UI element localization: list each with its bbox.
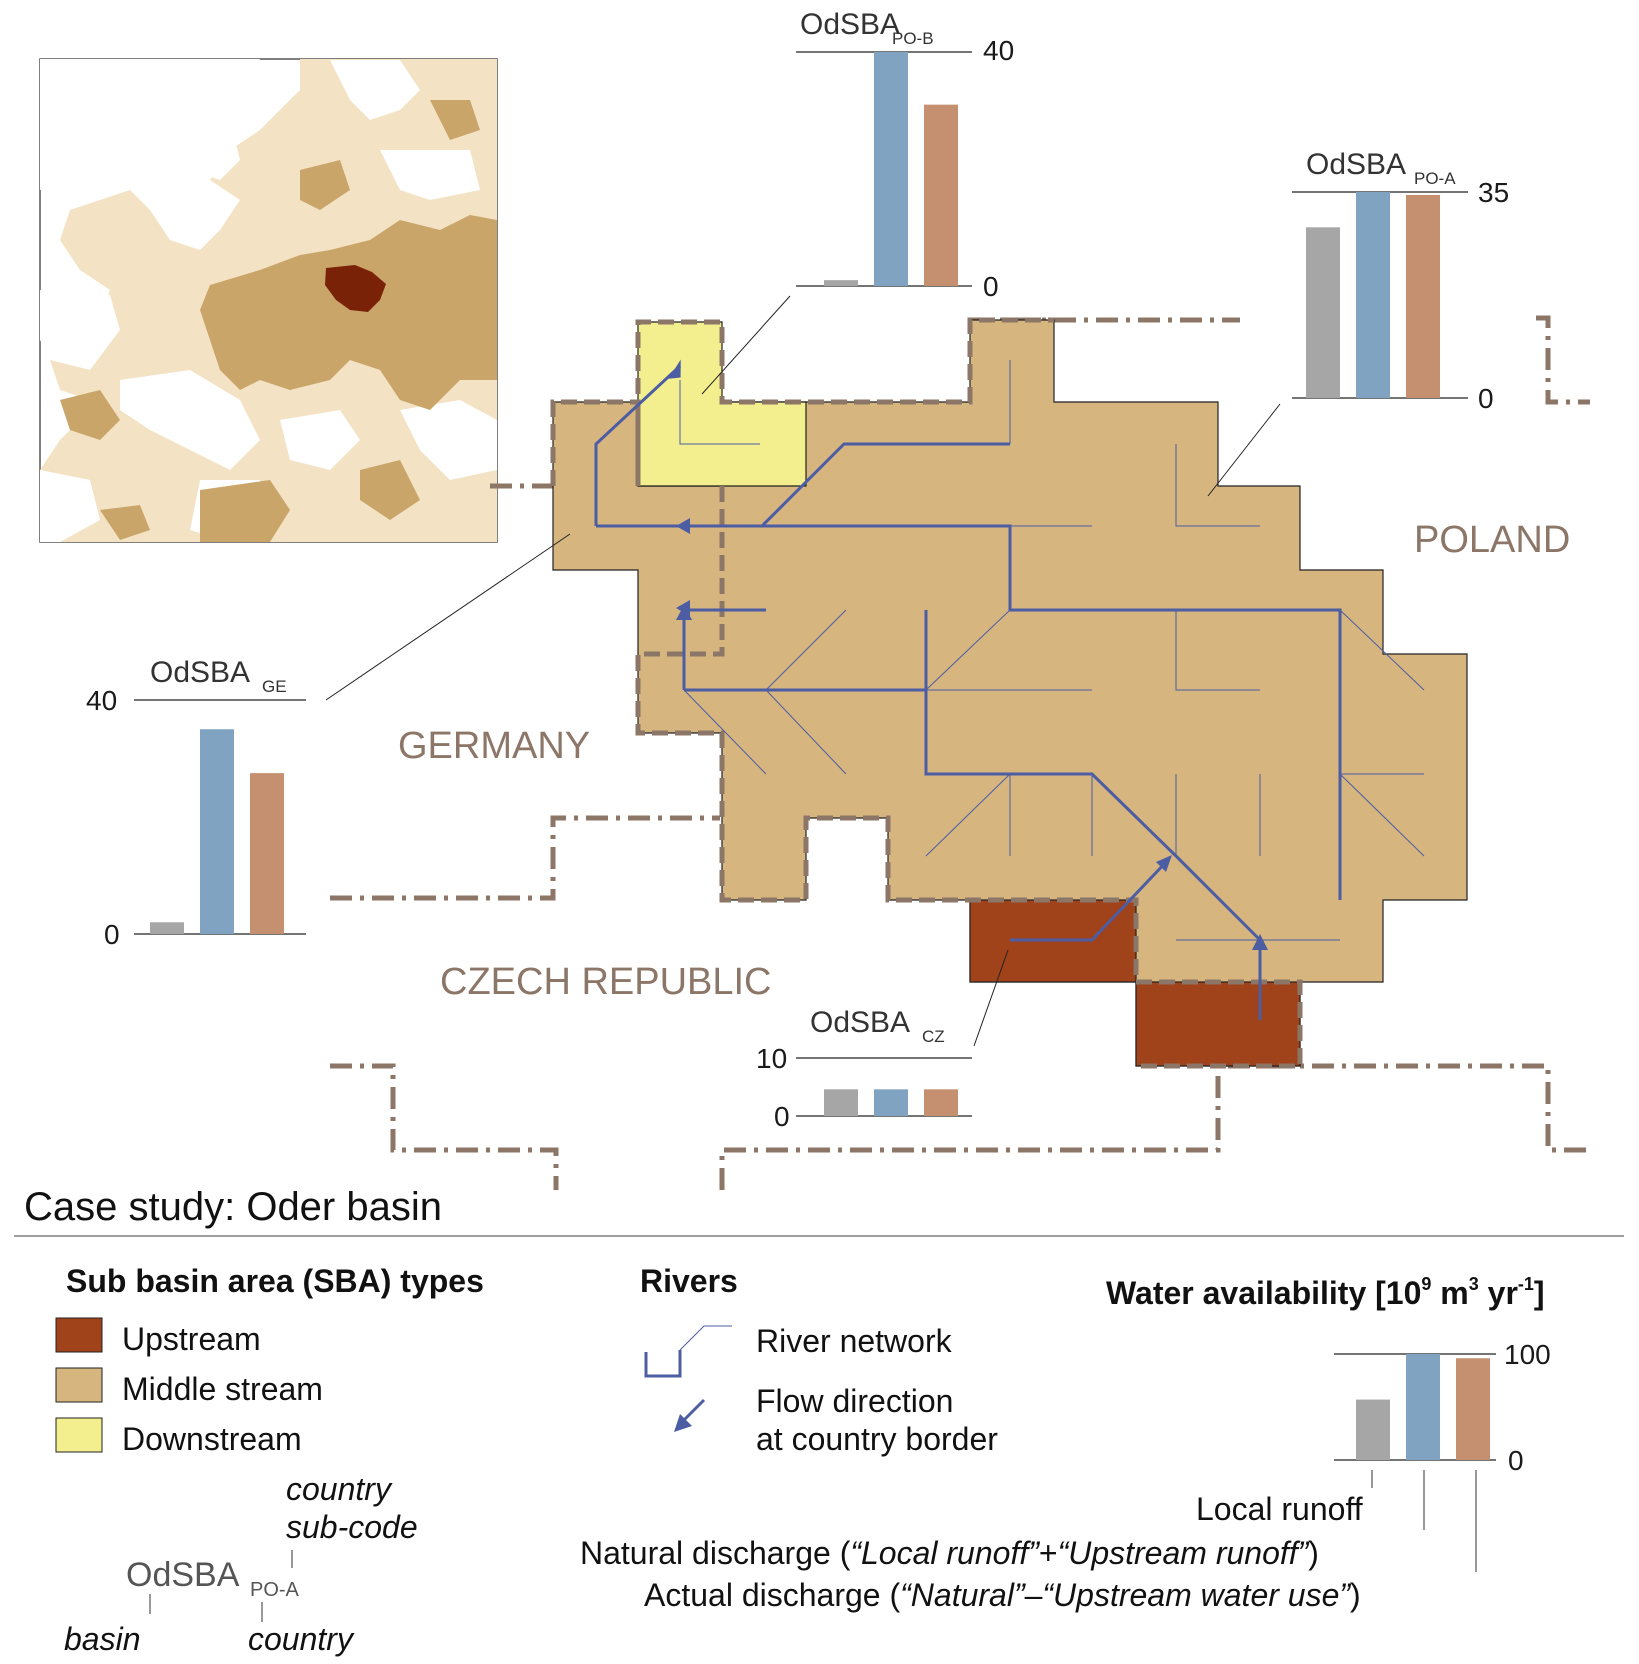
chart-tick-bottom: 0 [774, 1101, 790, 1132]
chart-title-sub: PO-A [1414, 169, 1456, 188]
chart-tick-top: 40 [86, 685, 117, 716]
label-czech-republic: CZECH REPUBLIC [440, 961, 772, 1003]
bar-local-runoff [1356, 1399, 1390, 1460]
chart-tick-top: 10 [756, 1043, 787, 1074]
legend-river-network-label: River network [756, 1323, 953, 1359]
chart-title-main: OdSBA [810, 1006, 910, 1039]
chart-title-sub: PO-B [892, 29, 934, 48]
legend-sba-types: Sub basin area (SBA) types Upstream Midd… [55, 1263, 484, 1457]
legend-middle-label: Middle stream [122, 1371, 323, 1407]
basin-country-borders [550, 317, 1303, 1069]
legend-tick-bottom: 0 [1508, 1445, 1524, 1476]
upstream-area-2 [1135, 981, 1301, 1067]
legend-swatch-middle [55, 1367, 103, 1403]
chart-odsba-po-b: OdSBA PO-B 40 0 [796, 8, 1014, 302]
bar-local-runoff [150, 922, 184, 934]
chart-odsba-ge: OdSBA GE 40 0 [86, 656, 306, 950]
bar-natural-discharge [874, 1089, 908, 1116]
bar-actual-discharge [924, 1089, 958, 1116]
legend-flow-line1: Flow direction [756, 1383, 953, 1419]
bar-natural-discharge [200, 729, 234, 934]
code-basin-label: basin [64, 1621, 141, 1657]
bar-actual-discharge [1406, 194, 1440, 398]
callout-lines [325, 295, 1281, 1047]
river-network-icon [644, 1350, 682, 1378]
legend-local-runoff: Local runoff [1196, 1491, 1363, 1527]
label-germany: GERMANY [398, 725, 590, 767]
legend-wa-heading: Water availability [109 m3 yr-1] [1106, 1274, 1545, 1311]
chart-odsba-po-a: OdSBA PO-A 35 0 [1292, 148, 1509, 414]
bar-local-runoff [1306, 227, 1340, 398]
bar-local-runoff [824, 1089, 858, 1116]
legend-downstream-label: Downstream [122, 1421, 302, 1457]
flow-direction-arrows [668, 359, 1268, 950]
label-poland: POLAND [1414, 519, 1570, 561]
chart-title-sub: GE [262, 677, 287, 696]
code-country-label: country [248, 1621, 355, 1657]
bar-natural-discharge [1356, 192, 1390, 398]
oder-basin [550, 317, 1468, 1069]
chart-tick-top: 40 [983, 35, 1014, 66]
legend-actual-discharge: Actual discharge (“Natural”–“Upstream wa… [644, 1577, 1361, 1613]
legend-sba-heading: Sub basin area (SBA) types [66, 1263, 484, 1299]
legend-water-availability: Water availability [109 m3 yr-1] 100 0 L… [580, 1274, 1551, 1613]
bar-natural-discharge [1406, 1354, 1440, 1460]
chart-tick-top: 35 [1478, 177, 1509, 208]
legend-rivers: Rivers River network Flow direction at c… [640, 1263, 998, 1457]
river-network-icon-thin [679, 1325, 732, 1351]
chart-title-main: OdSBA [1306, 148, 1406, 181]
code-country-sub-label: country [286, 1471, 393, 1507]
legend-flow-line2: at country border [756, 1421, 998, 1457]
legend-upstream-label: Upstream [122, 1321, 261, 1357]
map-land-mid [200, 215, 497, 410]
case-study-title: Case study: Oder basin [24, 1185, 442, 1229]
bar-local-runoff [824, 280, 858, 286]
bar-actual-discharge [924, 104, 958, 287]
chart-title-main: OdSBA [150, 656, 250, 689]
chart-legend-example: 100 0 [1334, 1339, 1551, 1572]
code-country-sub2-label: sub-code [286, 1509, 418, 1545]
legend-code-explanation: country sub-code OdSBA PO-A basin countr… [64, 1471, 418, 1657]
chart-title-main: OdSBA [800, 8, 900, 41]
river-network-main [594, 364, 1342, 1020]
chart-tick-bottom: 0 [104, 919, 120, 950]
bar-actual-discharge [250, 773, 284, 934]
legend-rivers-heading: Rivers [640, 1263, 738, 1299]
code-main: OdSBA [126, 1556, 240, 1594]
legend-natural-discharge: Natural discharge (“Local runoff”+“Upstr… [580, 1535, 1319, 1571]
map-oder-basin [325, 265, 386, 312]
legend-tick-top: 100 [1504, 1339, 1551, 1370]
legend-swatch-upstream [55, 1317, 103, 1353]
bar-actual-discharge [1456, 1358, 1490, 1460]
chart-tick-bottom: 0 [1478, 383, 1494, 414]
europe-inset-map [39, 58, 498, 543]
chart-tick-bottom: 0 [983, 271, 999, 302]
legend-swatch-downstream [55, 1417, 103, 1453]
chart-title-sub: CZ [922, 1027, 945, 1046]
code-sub: PO-A [250, 1579, 300, 1601]
bar-natural-discharge [874, 52, 908, 286]
chart-odsba-cz: OdSBA CZ 10 0 [756, 1006, 972, 1132]
